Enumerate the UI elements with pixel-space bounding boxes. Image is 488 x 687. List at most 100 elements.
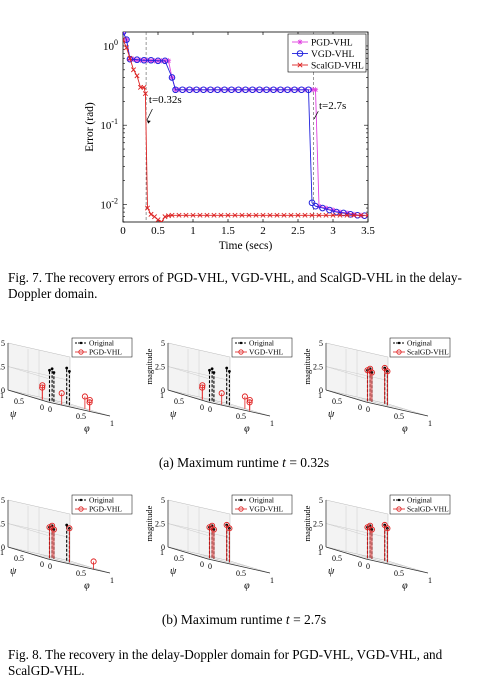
x-axis-label: Time (secs) [219,240,273,252]
phi-tick-label: 1 [428,576,432,585]
phi-axis-label: φ [84,424,90,435]
phi-tick-label: 0 [208,562,212,571]
subplot-b-2: 02.5510.50 00.51magnitudeψφOriginalVGD-VH… [144,495,292,592]
phi-tick-label: 0 [366,562,370,571]
original-point [51,367,54,370]
legend-marker-original [80,499,82,501]
phi-tick-label: 1 [270,419,274,428]
phi-axis-label: φ [244,424,250,435]
fig8-subcaption-a-value: = 0.32s [286,455,329,470]
phi-tick-label: 0.5 [394,569,404,578]
z-tick-label: 5 [1,496,5,505]
phi-tick-label: 1 [110,576,114,585]
original-point [225,367,228,370]
legend-label-original: Original [407,339,432,348]
psi-axis-label: ψ [10,566,17,577]
psi-tick-label: 0 [40,560,44,569]
psi-axis-label: ψ [10,409,17,420]
psi-tick-label: 1 [0,548,4,557]
psi-tick-label: 1 [0,391,4,400]
legend-label: VGD-VHL [311,50,354,60]
y-tick-label: 100 [103,38,118,53]
original-point [53,371,56,374]
z-tick-label: 2.5 [313,363,323,372]
phi-tick-label: 0.5 [76,412,86,421]
phi-tick-label: 0 [48,405,52,414]
legend-marker-original [398,342,400,344]
legend-label-recovered: VGD-VHL [249,505,284,514]
fig8-subcaption-b-prefix: (b) Maximum runtime [162,612,286,627]
legend-marker-original [240,342,242,344]
x-tick-label: 0 [120,225,126,237]
original-point [68,370,71,373]
psi-tick-label: 0 [358,403,362,412]
phi-axis-label: φ [402,581,408,592]
original-point [213,371,216,374]
annotation-arrowhead [147,120,151,123]
phi-tick-label: 1 [428,419,432,428]
psi-tick-label: 1 [318,548,322,557]
psi-tick-label: 0.5 [14,554,24,563]
z-axis-label: magnitude [302,505,312,541]
x-tick-label: 3 [330,225,336,237]
annotation-t032: t=0.32s [149,94,182,106]
legend-label: PGD-VHL [311,39,353,49]
legend-label-recovered: ScalGD-VHL [407,348,449,357]
phi-axis-label: φ [402,424,408,435]
legend-marker-original [80,342,82,344]
x-tick-label: 2.5 [291,225,305,237]
legend-label: ScalGD-VHL [311,62,364,72]
annotation-t27: t=2.7s [319,100,346,112]
fig7-chart: 0 0.5 1 1.5 2 2.5 3 3.5 100 10-1 10-2 Time (secs) Er… [0,0,488,262]
z-axis-label: magnitude [144,505,154,541]
psi-axis-label: ψ [170,409,177,420]
psi-tick-label: 0.5 [332,397,342,406]
z-tick-label: 2.5 [313,520,323,529]
psi-tick-label: 0 [358,560,362,569]
x-tick-label: 0.5 [151,225,165,237]
legend-label-recovered: PGD-VHL [89,348,122,357]
original-point [228,370,231,373]
x-tick-label: 1.5 [221,225,235,237]
fig8-subcaption-b-value: = 2.7s [290,612,327,627]
original-point [208,369,211,372]
psi-tick-label: 1 [160,548,164,557]
subplot-b-3: 02.5510.50 00.51magnitudeψφOriginalScalGD… [302,495,450,592]
original-point [65,367,68,370]
y-tick-label: 10-2 [100,196,118,211]
z-tick-label: 5 [161,496,165,505]
subplot-a-2: 02.5510.50 00.51magnitudeψφOriginalVGD-VH… [144,338,292,435]
legend-marker [297,39,302,44]
phi-axis-label: φ [84,581,90,592]
psi-tick-label: 0 [40,403,44,412]
x-tick-label: 1 [190,225,196,237]
phi-tick-label: 0 [48,562,52,571]
psi-axis-label: ψ [328,409,335,420]
subplot-a-1: 02.5510.5000.51magnitudeψφOriginalPGD-VH… [0,338,132,435]
legend-label-original: Original [89,339,114,348]
z-axis-label: magnitude [144,348,154,384]
z-tick-label: 5 [161,339,165,348]
legend-label-original: Original [249,496,274,505]
phi-tick-label: 0 [366,405,370,414]
psi-tick-label: 0.5 [14,397,24,406]
fig8-subcaption-b: (b) Maximum runtime t = 2.7s [0,612,488,628]
phi-tick-label: 1 [110,419,114,428]
z-tick-label: 5 [319,339,323,348]
z-tick-label: 5 [319,496,323,505]
annotation-arrow [147,109,153,120]
phi-tick-label: 0.5 [394,412,404,421]
z-tick-label: 2.5 [0,363,5,372]
phi-tick-label: 1 [270,576,274,585]
legend-marker-original [398,499,400,501]
fig8-subcaption-a-prefix: (a) Maximum runtime [159,455,282,470]
x-tick-label: 3.5 [361,225,375,237]
z-axis-label: magnitude [302,348,312,384]
legend-label-recovered: PGD-VHL [89,505,122,514]
x-tick-label: 2 [260,225,266,237]
fig8-subplots: 02.5510.5000.51magnitudeψφOriginalPGD-VH… [0,330,488,630]
fig7-caption: Fig. 7. The recovery errors of PGD-VHL, … [8,270,480,302]
phi-tick-label: 0 [208,405,212,414]
phi-tick-label: 0.5 [236,412,246,421]
